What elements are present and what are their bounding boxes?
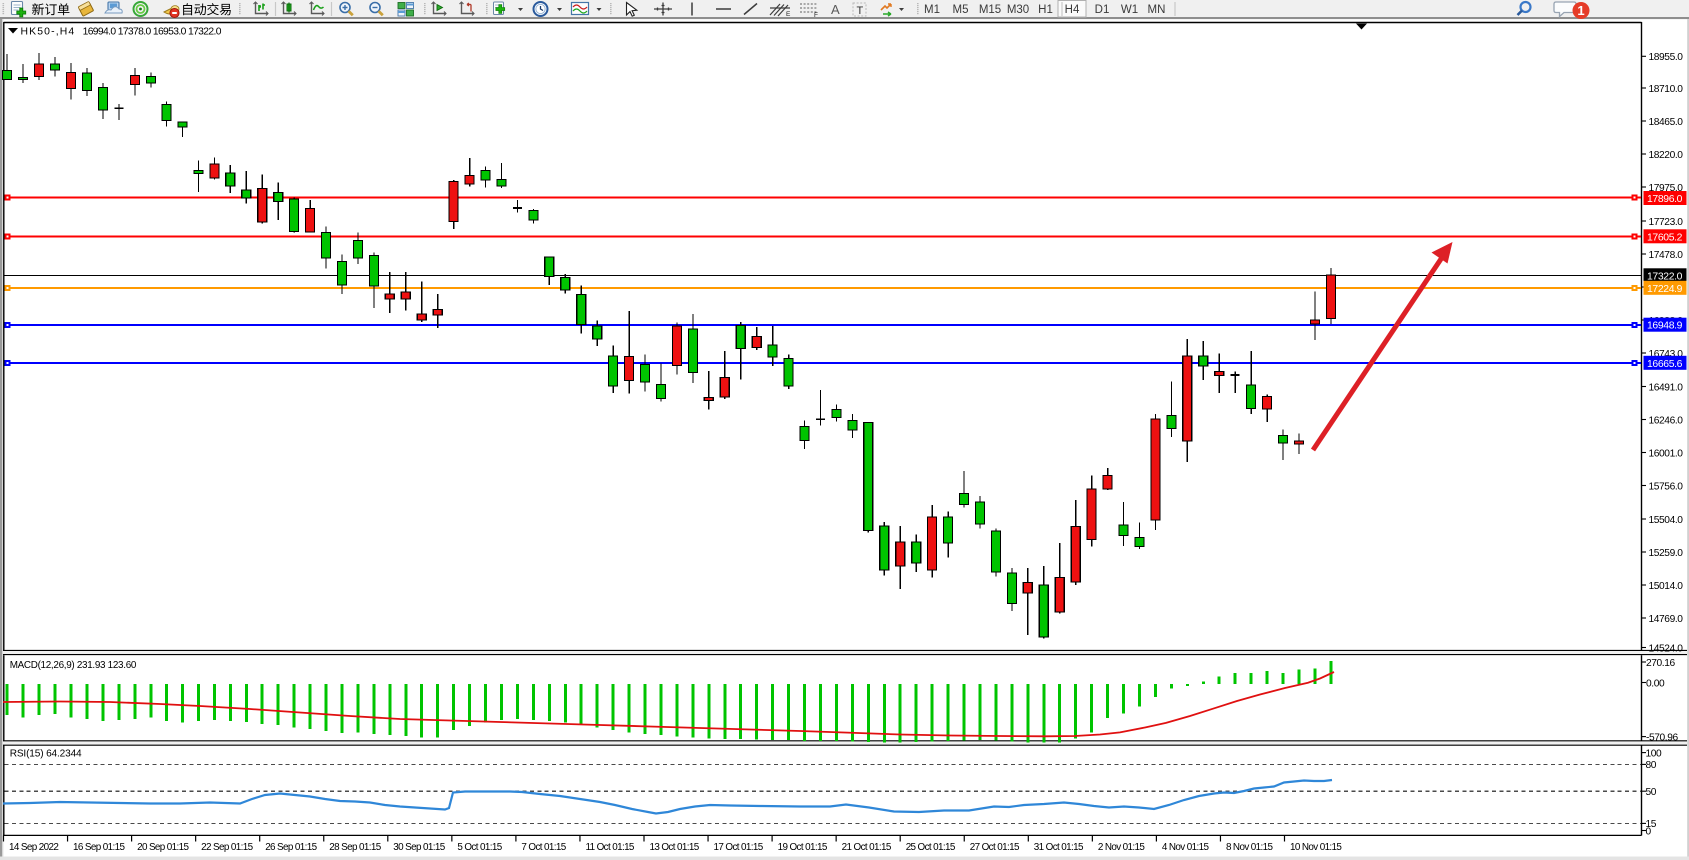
svg-text:M5: M5 [953,4,969,16]
svg-text:18465.0: 18465.0 [1649,117,1684,128]
svg-text:15504.0: 15504.0 [1649,515,1684,526]
svg-text:4 Nov 01:15: 4 Nov 01:15 [1162,842,1210,853]
svg-text:17605.2: 17605.2 [1647,232,1683,243]
svg-text:RSI(15) 64.2344: RSI(15) 64.2344 [10,749,82,760]
svg-text:15756.0: 15756.0 [1649,481,1684,492]
svg-text:8 Nov 01:15: 8 Nov 01:15 [1226,842,1274,853]
svg-text:W1: W1 [1121,4,1138,16]
svg-text:M15: M15 [979,4,1001,16]
svg-text:27 Oct 01:15: 27 Oct 01:15 [970,842,1020,853]
svg-text:5 Oct 01:15: 5 Oct 01:15 [457,842,502,853]
svg-text:15259.0: 15259.0 [1649,548,1684,559]
svg-text:16001.0: 16001.0 [1649,448,1684,459]
svg-text:HK50-,H4: HK50-,H4 [21,27,76,38]
svg-text:17975.0: 17975.0 [1649,183,1684,194]
svg-text:16 Sep 01:15: 16 Sep 01:15 [73,842,125,853]
svg-text:0.00: 0.00 [1646,678,1665,689]
svg-text:M1: M1 [924,4,940,16]
svg-text:17322.0: 17322.0 [1647,271,1683,282]
svg-text:20 Sep 01:15: 20 Sep 01:15 [137,842,189,853]
svg-text:17723.0: 17723.0 [1649,217,1684,228]
svg-text:16994.0 17378.0 16953.0 17322.: 16994.0 17378.0 16953.0 17322.0 [83,27,222,38]
svg-text:16743.0: 16743.0 [1649,349,1684,360]
svg-text:16665.6: 16665.6 [1647,359,1683,370]
svg-text:M30: M30 [1007,4,1029,16]
svg-text:50: 50 [1646,787,1657,798]
svg-text:MN: MN [1148,4,1166,16]
svg-text:16246.0: 16246.0 [1649,415,1684,426]
svg-text:A: A [831,2,840,17]
svg-text:H4: H4 [1065,4,1080,16]
svg-text:7 Oct 01:15: 7 Oct 01:15 [521,842,566,853]
svg-text:T: T [857,5,864,17]
svg-text:30 Sep 01:15: 30 Sep 01:15 [393,842,445,853]
svg-text:2 Nov 01:15: 2 Nov 01:15 [1098,842,1146,853]
svg-text:MACD(12,26,9) 231.93 123.60: MACD(12,26,9) 231.93 123.60 [10,660,137,671]
svg-text:E: E [786,11,791,18]
svg-text:18955.0: 18955.0 [1649,52,1684,63]
svg-text:18710.0: 18710.0 [1649,84,1684,95]
svg-text:21 Oct 01:15: 21 Oct 01:15 [842,842,892,853]
svg-text:F: F [814,12,818,19]
svg-text:17224.9: 17224.9 [1647,284,1683,295]
svg-text:100: 100 [1646,748,1663,759]
svg-text:17478.0: 17478.0 [1649,250,1684,261]
svg-text:270.16: 270.16 [1646,658,1675,669]
svg-text:11 Oct 01:15: 11 Oct 01:15 [585,842,634,853]
svg-text:17 Oct 01:15: 17 Oct 01:15 [714,842,764,853]
svg-text:D1: D1 [1095,4,1110,16]
svg-text:19 Oct 01:15: 19 Oct 01:15 [778,842,828,853]
svg-text:1: 1 [1577,3,1584,18]
svg-text:14769.0: 14769.0 [1649,614,1684,625]
svg-text:17896.0: 17896.0 [1647,194,1683,205]
svg-text:31 Oct 01:15: 31 Oct 01:15 [1034,842,1084,853]
svg-text:H1: H1 [1038,4,1053,16]
svg-text:-570.96: -570.96 [1646,732,1678,743]
svg-text:16948.9: 16948.9 [1647,321,1683,332]
svg-text:13 Oct 01:15: 13 Oct 01:15 [650,842,700,853]
svg-text:25 Oct 01:15: 25 Oct 01:15 [906,842,956,853]
svg-text:14 Sep 2022: 14 Sep 2022 [9,842,58,853]
svg-text:22 Sep 01:15: 22 Sep 01:15 [201,842,253,853]
svg-text:26 Sep 01:15: 26 Sep 01:15 [265,842,317,853]
svg-text:0: 0 [1646,826,1652,837]
svg-text:15: 15 [1646,819,1657,830]
svg-text:28 Sep 01:15: 28 Sep 01:15 [329,842,381,853]
svg-text:14524.0: 14524.0 [1649,643,1684,654]
svg-text:10 Nov 01:15: 10 Nov 01:15 [1290,842,1342,853]
svg-text:80: 80 [1646,760,1657,771]
svg-text:16491.0: 16491.0 [1649,382,1684,393]
svg-text:15014.0: 15014.0 [1649,581,1684,592]
svg-text:18220.0: 18220.0 [1649,150,1684,161]
